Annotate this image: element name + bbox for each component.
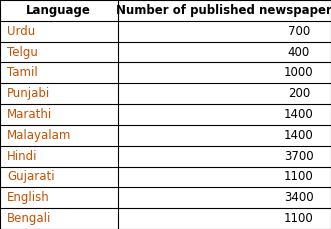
Text: Bengali: Bengali	[7, 212, 51, 225]
Text: Punjabi: Punjabi	[7, 87, 50, 100]
Text: 1100: 1100	[284, 212, 314, 225]
Text: Malayalam: Malayalam	[7, 129, 71, 142]
Text: Tamil: Tamil	[7, 66, 38, 79]
Text: 1100: 1100	[284, 170, 314, 183]
Text: Telgu: Telgu	[7, 46, 38, 59]
Text: 1000: 1000	[284, 66, 314, 79]
Text: Gujarati: Gujarati	[7, 170, 55, 183]
Text: Hindi: Hindi	[7, 150, 37, 163]
Text: 3700: 3700	[284, 150, 314, 163]
Text: 1400: 1400	[284, 129, 314, 142]
Text: 700: 700	[288, 25, 310, 38]
Text: 3400: 3400	[284, 191, 314, 204]
Text: Number of published newspaper: Number of published newspaper	[116, 4, 331, 17]
Text: 200: 200	[288, 87, 310, 100]
Text: Urdu: Urdu	[7, 25, 35, 38]
Text: Language: Language	[26, 4, 91, 17]
Text: 1400: 1400	[284, 108, 314, 121]
Text: 400: 400	[288, 46, 310, 59]
Text: Marathi: Marathi	[7, 108, 52, 121]
Text: English: English	[7, 191, 50, 204]
